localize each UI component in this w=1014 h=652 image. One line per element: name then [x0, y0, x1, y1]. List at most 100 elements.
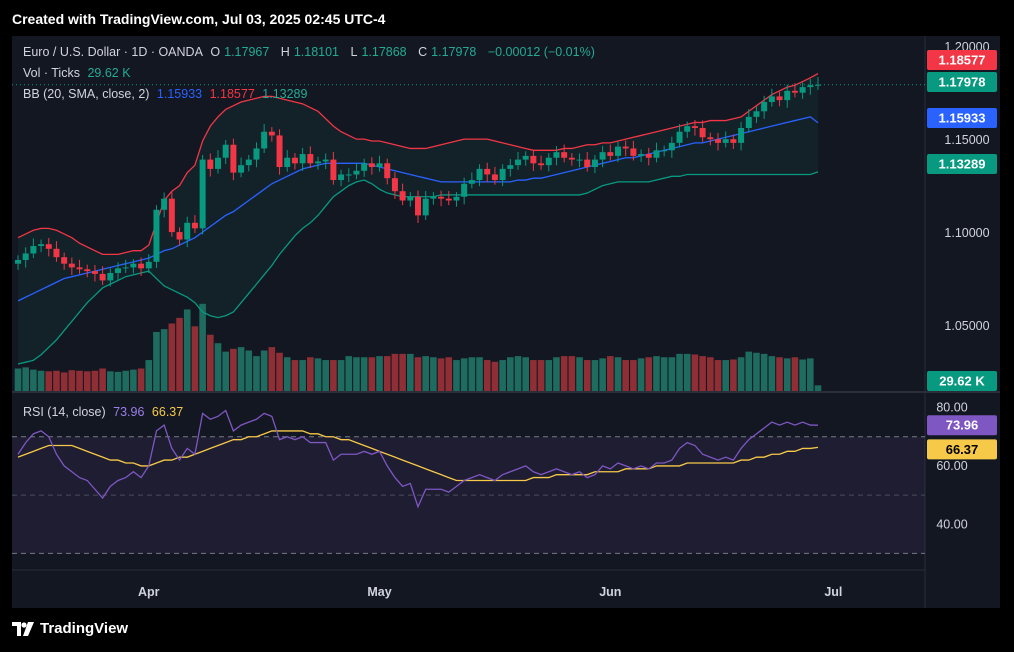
- volume-bar: [83, 371, 91, 391]
- candle-body: [699, 128, 706, 138]
- bb-basis-line: [17, 116, 819, 302]
- volume-bar: [560, 356, 568, 391]
- last-price-label-bg: [927, 72, 997, 92]
- volume-bar: [545, 360, 553, 391]
- candle-body: [453, 196, 460, 201]
- candle-body: [407, 196, 414, 201]
- volume-bar: [353, 357, 360, 391]
- candle-body: [330, 159, 337, 181]
- rsi-ma-price-label: 66.37: [946, 442, 979, 457]
- candle-body: [322, 159, 329, 162]
- candle-body: [461, 183, 468, 197]
- candle-body: [515, 159, 521, 166]
- volume-bar: [91, 370, 99, 391]
- volume-bar: [45, 371, 53, 391]
- volume-bar: [30, 369, 37, 391]
- volume-bar: [122, 370, 129, 391]
- volume-bar: [460, 358, 468, 391]
- candle-body: [638, 154, 645, 156]
- candle-body: [168, 198, 175, 233]
- volume-bar: [614, 357, 622, 391]
- volume-bar: [345, 356, 353, 391]
- rsi-line: [17, 409, 819, 509]
- candle-body: [261, 131, 268, 149]
- volume-bar: [130, 369, 137, 391]
- candle-body: [591, 159, 598, 168]
- candle-body: [676, 131, 683, 143]
- candle-body: [199, 159, 206, 229]
- candle-body: [530, 155, 537, 164]
- volume-bar: [153, 331, 160, 391]
- volume-bar: [199, 303, 206, 391]
- price-tick-label: 1.10000: [944, 226, 989, 240]
- rsi-ma-value: 66.37: [151, 405, 184, 419]
- volume-bar: [191, 326, 199, 391]
- volume-bar: [276, 352, 283, 391]
- bb-upper-price-label: 1.18577: [939, 53, 986, 68]
- volume-bar: [383, 356, 391, 391]
- volume-bar: [368, 357, 376, 391]
- volume-bar: [522, 357, 529, 391]
- candle-body: [799, 87, 806, 93]
- volume-bar: [499, 360, 506, 391]
- volume-bar: [268, 347, 276, 391]
- candle-body: [76, 267, 83, 270]
- volume-bar: [453, 360, 460, 391]
- created-with-header: Created with TradingView.com, Jul 03, 20…: [12, 11, 386, 27]
- candle-body: [622, 146, 629, 149]
- volume-bar: [145, 360, 153, 391]
- volume-bar: [530, 360, 537, 391]
- volume-bar: [445, 357, 453, 391]
- volume-bar: [507, 357, 514, 391]
- volume-bar: [176, 317, 183, 391]
- volume-bar: [583, 360, 591, 391]
- bb-basis-value: 1.15933: [156, 87, 203, 101]
- candle-body: [422, 198, 429, 216]
- candle-body: [22, 253, 29, 260]
- candle-body: [668, 142, 675, 151]
- candle-body: [684, 126, 691, 132]
- tradingview-brand-text: TradingView: [40, 620, 129, 637]
- volume-bar: [407, 353, 414, 391]
- chart-container[interactable]: 1.20000 1.15000 1.10000 1.05000 80.00 60.00 40…: [12, 36, 1000, 608]
- volume-bar: [599, 358, 606, 391]
- candle-body: [553, 152, 560, 158]
- volume-bar: [683, 353, 691, 391]
- candle-body: [715, 139, 721, 143]
- legend-symbol-row: Euro / U.S. Dollar · 1D · OANDA O 1.17967…: [23, 45, 595, 59]
- candle-body: [222, 144, 229, 158]
- volume-bar: [376, 356, 383, 391]
- candle-body: [384, 163, 391, 179]
- rsi-tick-label: 80.00: [936, 401, 967, 415]
- candle-body: [507, 165, 514, 169]
- candle-body: [776, 96, 783, 101]
- volume-bar: [414, 357, 422, 391]
- candle-body: [145, 261, 152, 269]
- low-value: 1.17868: [361, 45, 407, 59]
- candle-body: [30, 246, 37, 254]
- volume-bar: [576, 357, 583, 391]
- candle-body: [138, 263, 145, 269]
- volume-bar: [630, 360, 637, 391]
- volume-bar: [183, 309, 191, 391]
- volume-bar: [760, 353, 768, 391]
- candle-body: [353, 170, 360, 175]
- candle-body: [399, 191, 406, 201]
- chart-canvas[interactable]: 1.200001.150001.100001.0500080.0060.0040…: [12, 36, 1000, 608]
- candle-body: [599, 152, 606, 160]
- candle-body: [561, 152, 568, 158]
- bb-upper-value: 1.18577: [209, 87, 255, 101]
- volume-bar: [691, 354, 699, 391]
- candle-body: [430, 196, 437, 199]
- rsi-value: 73.96: [113, 405, 145, 419]
- volume-bar: [260, 350, 268, 391]
- candle-body: [161, 198, 168, 210]
- time-tick-label: Jun: [599, 585, 621, 599]
- candle-body: [376, 163, 383, 168]
- volume-bar: [160, 329, 168, 391]
- candle-body: [276, 135, 283, 168]
- volume-bar: [37, 370, 45, 391]
- open-value: 1.17967: [224, 45, 270, 59]
- candle-body: [768, 96, 775, 102]
- candle-body: [653, 150, 660, 158]
